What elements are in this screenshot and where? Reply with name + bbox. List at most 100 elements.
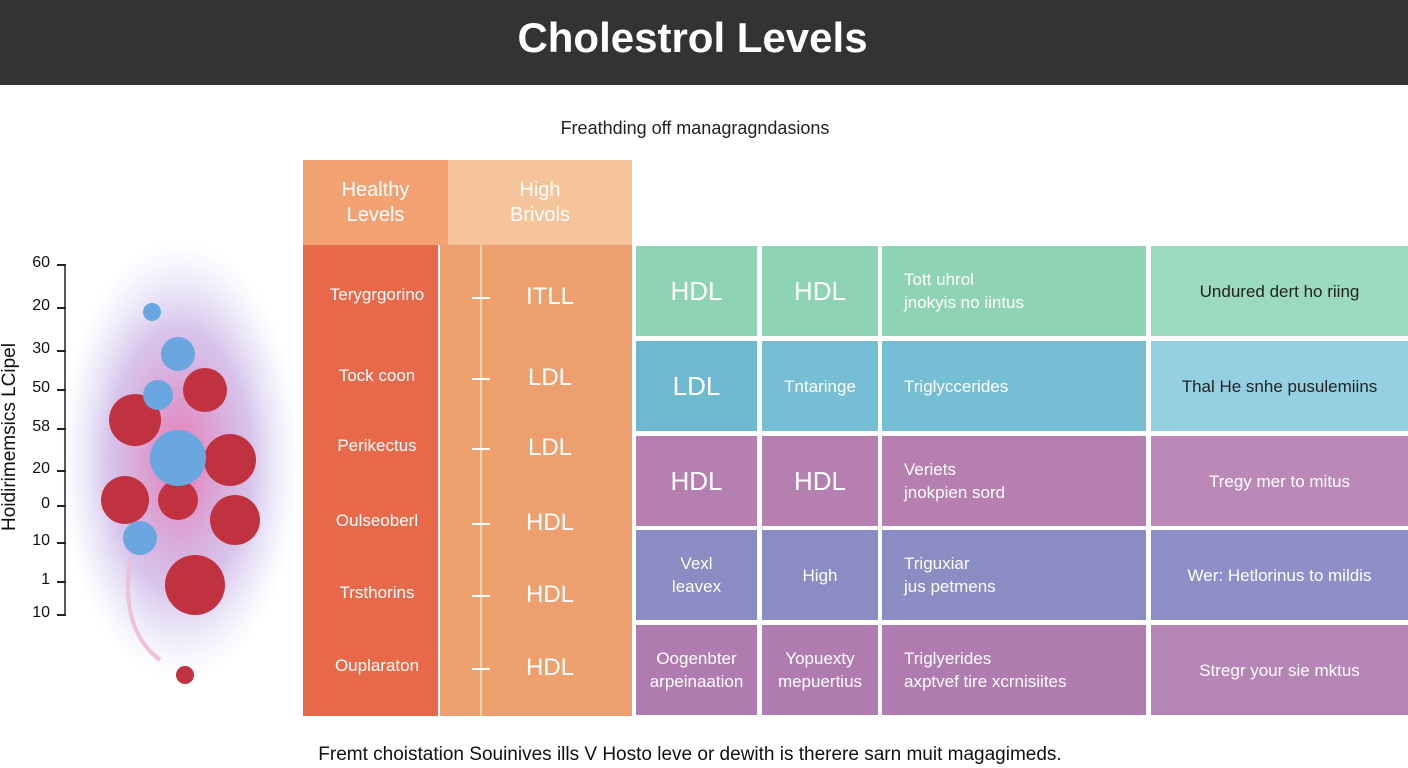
row-value: LDL [527,364,573,391]
text-line: Tntaringe [784,376,856,396]
grid-cell: Yopuexty mepuertius [762,625,878,715]
grid-cell: Vexl leavex [636,530,757,620]
grid-cell: Tregy mer to mitus [1151,436,1408,526]
axis-label: Hoidirimemsics LCipel [0,343,20,531]
row-label: Perikectus [337,436,417,455]
row-value: ITLL [525,283,575,310]
grid-cell: Triglyerides axptvef tire xcrnisiites [882,625,1146,715]
illustration [60,240,300,684]
grid-cell: Wer: Hetlorinus to mildis [1151,530,1408,620]
row-tick [472,297,490,299]
axis-tick [57,542,66,544]
row-tick [472,668,490,670]
header-cell: Healthy Levels [303,160,448,245]
text-line: leavex [671,577,722,596]
axis-tick-label: 58 [32,418,50,435]
text-line: Veriets [904,460,956,479]
text-line: HDL [793,275,846,306]
row-value: HDL [525,654,574,681]
grid-cell: Stregr your sie mktus [1151,625,1408,715]
axis-tick [57,470,66,472]
text-line: High [802,565,838,585]
text-line: Triglyccerides [904,376,1009,396]
axis-tick-label: 10 [32,604,50,621]
text-line: Triglyerides [904,649,992,668]
text-line: jnokyis no iintus [904,293,1025,312]
grid-cell: High [762,530,878,620]
row-value: HDL [525,581,574,608]
grid-cell: HDL [636,436,757,526]
grid-cell: HDL [636,246,757,336]
row-label: Ouplaraton [334,656,420,675]
text-line: Wer: Hetlorinus to mildis [1187,565,1372,585]
axis-tick-label: 20 [32,460,50,477]
axis-tick-label: 1 [41,571,50,588]
row-value: HDL [525,509,574,536]
text-line: Stregr your sie mktus [1199,660,1360,680]
axis-tick [57,264,66,266]
row-tick [472,523,490,525]
text-line: HDL [670,275,723,306]
row-tick [472,595,490,597]
axis-tick [57,581,66,583]
axis-tick-label: 30 [32,340,50,357]
text-line: arpeinaation [649,672,744,691]
title: Cholestrol Levels [517,14,868,61]
text-line: mepuertius [777,672,863,691]
axis-tick [57,389,66,391]
grid-cell: LDL [636,341,757,431]
grid-cell: Tott uhrol jnokyis no iintus [882,246,1146,336]
axis-tick-label: 10 [32,532,50,549]
text-line: Tott uhrol [904,270,974,289]
header-bar [0,0,1408,85]
grid-cell: HDL [762,246,878,336]
axis-tick [57,350,66,352]
text-line: jnokpien sord [904,483,1006,502]
grid-cell: Tntaringe [762,341,878,431]
label-column [303,245,438,716]
grid-cell: Triglyccerides [882,341,1146,431]
axis-tick-label: 0 [41,495,50,512]
text-line: Tregy mer to mitus [1208,471,1351,491]
text-line: Brivols [509,203,570,226]
axis-tick-label: 50 [32,379,50,396]
text-line: jus petmens [904,577,996,596]
subtitle: Freathding off managragndasions [560,118,830,138]
grid-cell: Oogenbter arpeinaation [636,625,757,715]
footer: Fremt choistation Souinives ills V Hosto… [318,744,1062,765]
grid-cell: Thal He snhe pusulemiins [1151,341,1408,431]
value-column [440,245,632,716]
grid-cell: HDL [762,436,878,526]
row-tick [472,448,490,450]
text-line: Undured dert ho riing [1199,281,1360,301]
text-line: Thal He snhe pusulemiins [1181,376,1378,396]
row-label: Tock coon [338,366,416,385]
text-line: Yopuexty [785,649,855,668]
row-label: Trsthorins [339,583,415,602]
axis-tick [57,428,66,430]
axis-tick [57,307,66,309]
axis-tick [57,614,66,616]
row-value: LDL [527,434,573,461]
row-label: Oulseoberl [335,511,419,530]
grid-cell: Triguxiar jus petmens [882,530,1146,620]
text-line: Vexl [680,554,713,573]
text-line: HDL [793,465,846,496]
grid-cell: Undured dert ho riing [1151,246,1408,336]
text-line: Levels [346,203,405,226]
text-line: Oogenbter [656,649,737,668]
header-cell: High Brivols [448,160,632,245]
row-label: Terygrgorino [329,285,425,304]
text-line: Healthy [341,178,410,201]
grid-cell: Veriets jnokpien sord [882,436,1146,526]
row-tick [472,378,490,380]
text-line: LDL [672,370,721,401]
axis-tick-label: 60 [32,254,50,271]
axis-tick [57,505,66,507]
text-line: HDL [670,465,723,496]
text-line: High [519,178,561,201]
column-rule [480,245,482,716]
text-line: Triguxiar [904,554,970,573]
axis-tick-label: 20 [32,297,50,314]
